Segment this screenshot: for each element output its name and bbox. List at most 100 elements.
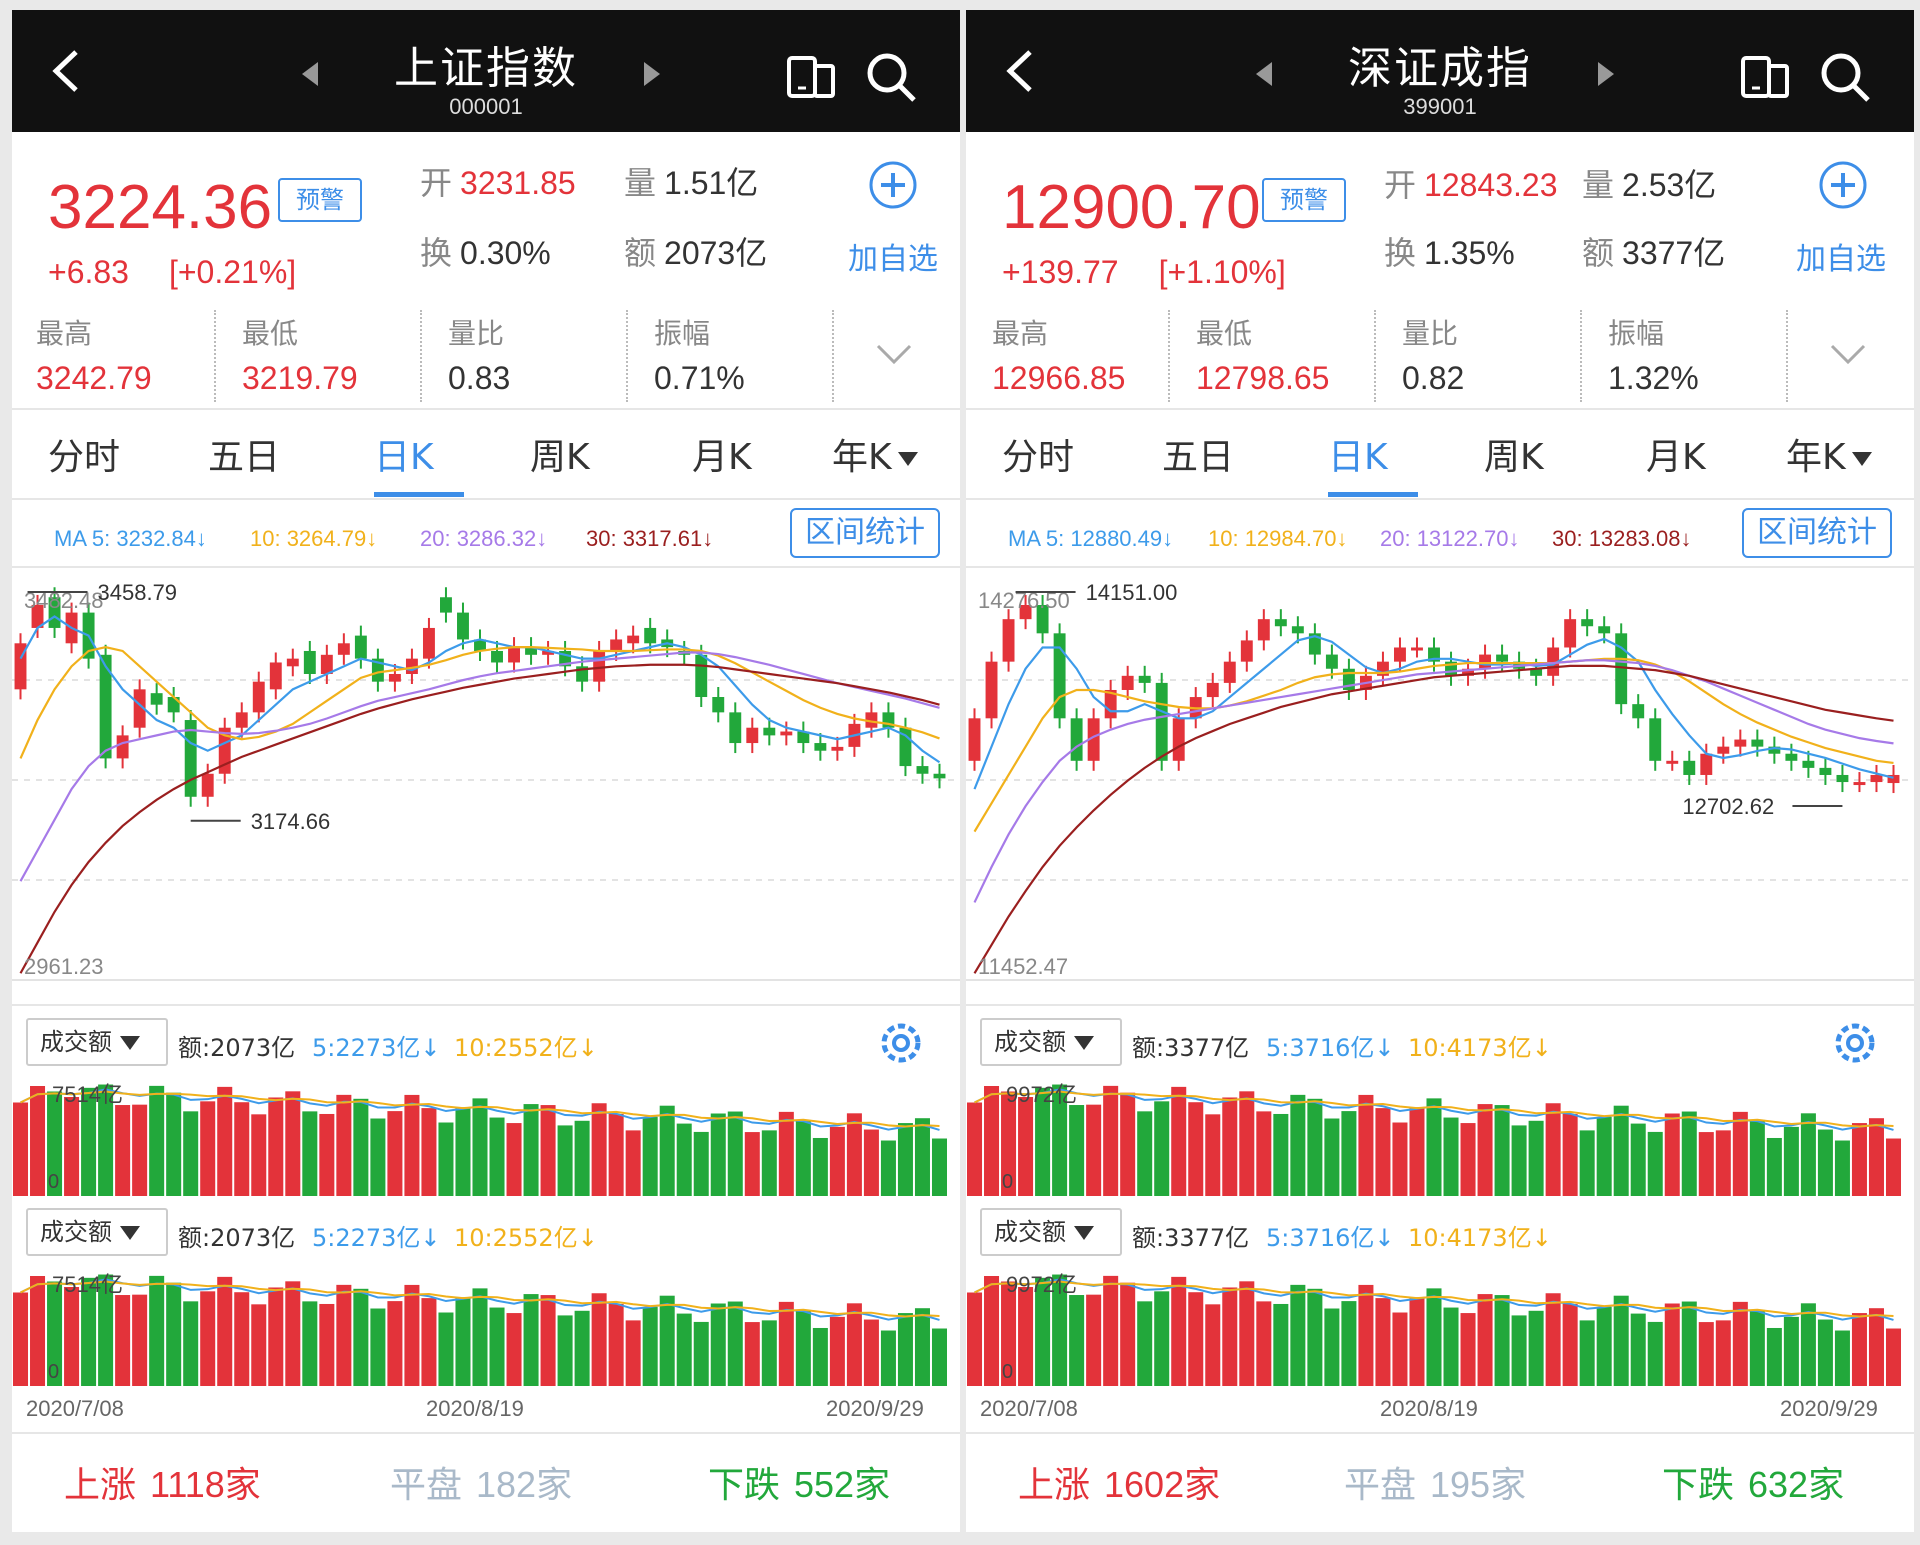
candle-body bbox=[48, 597, 61, 628]
volume-bar bbox=[1885, 1328, 1901, 1386]
indicator-select[interactable]: 成交额 bbox=[980, 1208, 1122, 1256]
gear-icon[interactable] bbox=[876, 1018, 926, 1068]
volume-bar bbox=[1086, 1294, 1102, 1386]
volume-bar bbox=[13, 1292, 29, 1386]
add-watchlist-label[interactable]: 加自选 bbox=[848, 242, 938, 277]
period-low-label: 12702.62 bbox=[1682, 794, 1774, 819]
volume-bar bbox=[285, 1091, 301, 1196]
split-screen-icon[interactable] bbox=[786, 52, 838, 100]
volume-bar bbox=[1817, 1319, 1833, 1386]
volume-bar bbox=[200, 1291, 216, 1386]
search-icon[interactable] bbox=[1818, 50, 1872, 104]
divider bbox=[966, 566, 1914, 568]
volume-bar bbox=[897, 1123, 913, 1196]
next-index-arrow-icon[interactable] bbox=[644, 62, 660, 86]
tab-intraday[interactable]: 分时 bbox=[48, 437, 121, 478]
prev-index-arrow-icon[interactable] bbox=[1256, 62, 1272, 86]
volume-bar-chart[interactable]: 7514亿 0 bbox=[12, 1076, 960, 1202]
volume-bar-chart[interactable]: 9972亿 0 bbox=[966, 1076, 1914, 1202]
volume-bar bbox=[421, 1108, 437, 1196]
candle-body bbox=[218, 727, 231, 774]
volume-bar bbox=[1851, 1313, 1867, 1386]
volume-bar bbox=[931, 1138, 947, 1196]
volume-bar bbox=[1494, 1105, 1510, 1196]
search-icon[interactable] bbox=[864, 50, 918, 104]
gear-icon[interactable] bbox=[1830, 1018, 1880, 1068]
next-index-arrow-icon[interactable] bbox=[1598, 62, 1614, 86]
volume-bar bbox=[523, 1104, 539, 1196]
tab-intraday[interactable]: 分时 bbox=[1002, 437, 1075, 478]
back-arrow-icon[interactable] bbox=[46, 48, 92, 94]
volume-bar bbox=[13, 1102, 29, 1196]
volume-bar bbox=[268, 1097, 284, 1196]
volume-bar bbox=[319, 1113, 335, 1196]
range-stats-button[interactable]: 区间统计 bbox=[1742, 508, 1892, 558]
candle-body bbox=[1802, 760, 1815, 768]
volume-ma10-line bbox=[974, 1280, 1894, 1318]
volume-bar bbox=[1171, 1276, 1187, 1386]
volume-amount: 额:2073亿 bbox=[178, 1034, 296, 1062]
tab-daily-k[interactable]: 日K bbox=[1328, 437, 1388, 478]
tab-daily-k[interactable]: 日K bbox=[374, 437, 434, 478]
divider bbox=[1786, 310, 1788, 402]
candle-body bbox=[1291, 626, 1304, 634]
volume-bar bbox=[931, 1328, 947, 1386]
candle-body bbox=[1342, 668, 1355, 690]
volume-bar-chart[interactable]: 9972亿 0 bbox=[966, 1266, 1914, 1392]
volume-bar bbox=[829, 1316, 845, 1386]
indicator-select[interactable]: 成交额 bbox=[980, 1018, 1122, 1066]
stat-high: 最高 3242.79 bbox=[36, 317, 152, 396]
volume-bar bbox=[1358, 1094, 1374, 1196]
tab-five-day[interactable]: 五日 bbox=[208, 437, 281, 478]
volume-bar bbox=[166, 1092, 182, 1196]
ma30-value: 30: 3317.61↓ bbox=[586, 526, 714, 551]
volume-bar bbox=[795, 1119, 811, 1196]
prev-index-arrow-icon[interactable] bbox=[302, 62, 318, 86]
volume-bar bbox=[1664, 1303, 1680, 1386]
volume-bar bbox=[591, 1103, 607, 1196]
tab-five-day[interactable]: 五日 bbox=[1162, 437, 1235, 478]
candle-body bbox=[14, 643, 27, 690]
alert-button[interactable]: 预警 bbox=[1262, 178, 1346, 222]
tab-weekly-k[interactable]: 周K bbox=[530, 437, 590, 478]
candle-body bbox=[1836, 774, 1849, 783]
alert-button[interactable]: 预警 bbox=[278, 178, 362, 222]
volume-bar-chart[interactable]: 7514亿 0 bbox=[12, 1266, 960, 1392]
indicator-select[interactable]: 成交额 bbox=[26, 1208, 168, 1256]
amount: 额 2073亿 bbox=[624, 235, 768, 271]
candle-body bbox=[1308, 633, 1321, 655]
decliners-count: 下跌 552家 bbox=[708, 1464, 891, 1506]
add-watchlist-label[interactable]: 加自选 bbox=[1796, 242, 1886, 277]
add-watchlist-icon[interactable] bbox=[1818, 160, 1868, 210]
volume-bar bbox=[1528, 1310, 1544, 1386]
decliners-count: 下跌 632家 bbox=[1662, 1464, 1845, 1506]
indicator-select[interactable]: 成交额 bbox=[26, 1018, 168, 1066]
back-arrow-icon[interactable] bbox=[1000, 48, 1046, 94]
volume-bar bbox=[1800, 1303, 1816, 1386]
tab-yearly-k[interactable]: 年K bbox=[1786, 428, 1872, 480]
tab-yearly-k[interactable]: 年K bbox=[832, 428, 918, 480]
chevron-down-icon[interactable] bbox=[1828, 342, 1868, 368]
volume-bar bbox=[64, 1097, 80, 1196]
dropdown-triangle-icon bbox=[1074, 1036, 1094, 1050]
chevron-down-icon[interactable] bbox=[874, 342, 914, 368]
volume-bar bbox=[1800, 1113, 1816, 1196]
tab-weekly-k[interactable]: 周K bbox=[1484, 437, 1544, 478]
candle-body bbox=[1479, 654, 1492, 669]
ma5-line bbox=[19, 615, 941, 764]
period-high-label: 3458.79 bbox=[98, 580, 178, 605]
candle-body bbox=[1785, 753, 1798, 761]
volume-bar bbox=[1715, 1130, 1731, 1196]
range-stats-button[interactable]: 区间统计 bbox=[790, 508, 940, 558]
add-watchlist-icon[interactable] bbox=[868, 160, 918, 210]
candle-body bbox=[440, 597, 452, 613]
tab-monthly-k[interactable]: 月K bbox=[1646, 437, 1706, 478]
volume-bar bbox=[81, 1087, 97, 1196]
candle-body bbox=[167, 697, 180, 713]
ma5-value: MA 5: 3232.84↓ bbox=[54, 526, 207, 551]
split-screen-icon[interactable] bbox=[1740, 52, 1792, 100]
volume-bar bbox=[676, 1123, 692, 1196]
tab-monthly-k[interactable]: 月K bbox=[692, 437, 752, 478]
